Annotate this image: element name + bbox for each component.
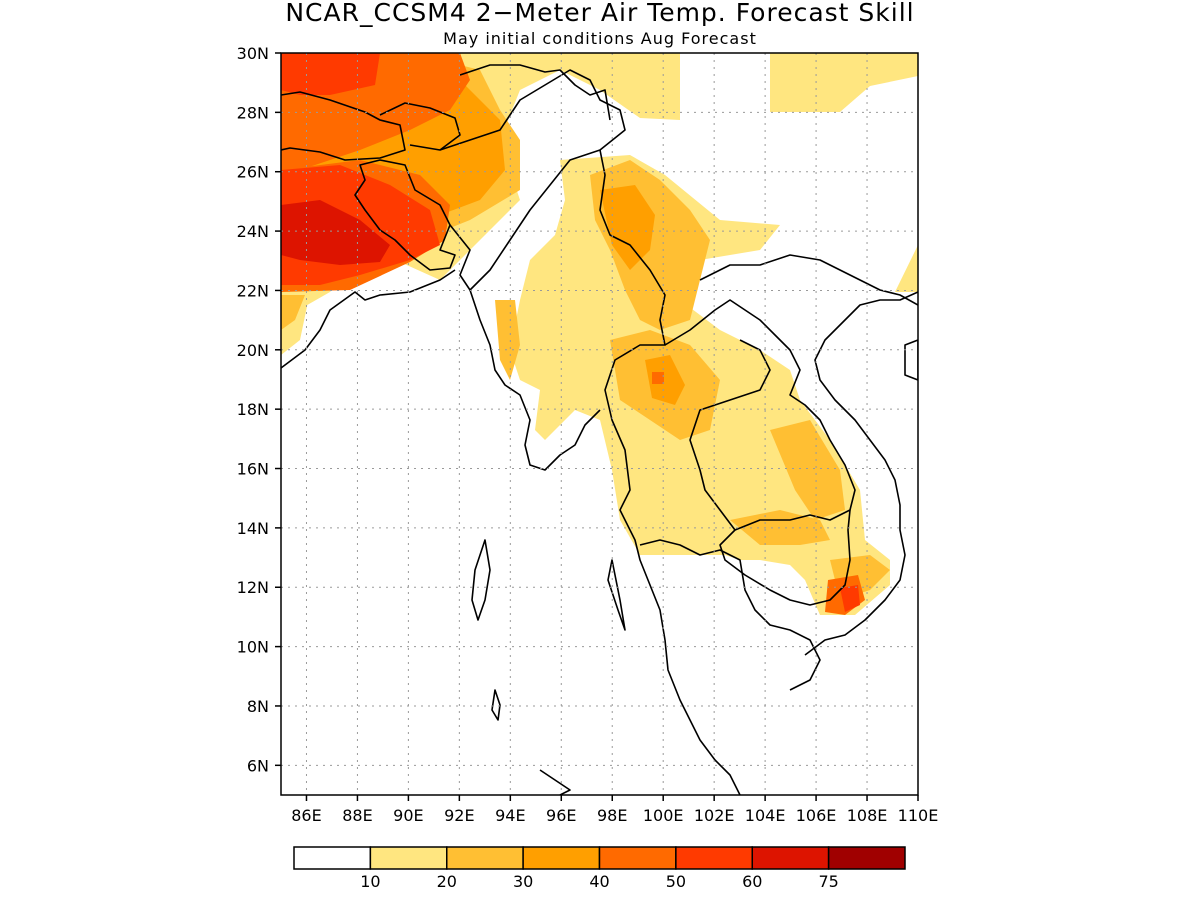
legend-swatch-2 — [446, 846, 524, 870]
india-west-coast — [281, 269, 456, 369]
cambodia-border — [719, 509, 851, 606]
myanmar-thai-border — [599, 149, 666, 641]
lat-tick-28N: 28N — [237, 103, 269, 122]
fill-west-orange — [281, 295, 305, 330]
nicobar-islands — [491, 689, 501, 721]
lat-tick-10N: 10N — [237, 638, 269, 657]
lat-tick-20N: 20N — [237, 341, 269, 360]
axis-ticks — [275, 52, 919, 801]
legend-label-10: 10 — [360, 872, 380, 891]
fill-laos-orange — [770, 420, 845, 520]
china-vietnam-border — [699, 254, 918, 306]
land-outline-layer — [281, 64, 918, 795]
lon-tick-106E: 106E — [796, 806, 837, 825]
nepal-border — [281, 91, 406, 161]
lat-tick-6N: 6N — [247, 756, 269, 775]
china-north-border — [459, 64, 611, 121]
longitude-axis: 86E 88E 90E 92E 94E 96E 98E 100E 102E 10… — [291, 806, 938, 825]
lat-tick-24N: 24N — [237, 222, 269, 241]
map-subtitle: May initial conditions Aug Forecast — [443, 29, 757, 48]
lat-tick-12N: 12N — [237, 578, 269, 597]
phuket-islands — [607, 559, 626, 631]
bangladesh-border — [354, 159, 456, 271]
myanmar-west-coast — [469, 289, 601, 471]
fill-myanmar-deep-orange — [600, 185, 655, 270]
lon-tick-96E: 96E — [546, 806, 576, 825]
fill-ne-yellow — [770, 53, 918, 112]
lon-tick-110E: 110E — [898, 806, 939, 825]
lon-tick-100E: 100E — [643, 806, 684, 825]
thai-coast — [664, 639, 741, 795]
fill-vietnam-red — [840, 585, 860, 612]
fill-east-edge-yellow — [895, 245, 918, 292]
fill-ne-yellow-2 — [640, 53, 680, 115]
lon-tick-90E: 90E — [393, 806, 423, 825]
legend-label-20: 20 — [437, 872, 457, 891]
lat-tick-16N: 16N — [237, 460, 269, 479]
fill-northwest-red — [281, 53, 380, 95]
map-frame — [280, 52, 919, 796]
map-title: NCAR_CCSM4 2−Meter Air Temp. Forecast Sk… — [285, 0, 915, 27]
lat-tick-22N: 22N — [237, 281, 269, 300]
lon-tick-88E: 88E — [342, 806, 372, 825]
lon-tick-108E: 108E — [847, 806, 888, 825]
color-legend-labels: 10 20 30 40 50 60 75 — [360, 872, 839, 891]
legend-swatch-1 — [369, 846, 448, 870]
vietnam-coast — [804, 291, 918, 656]
legend-label-60: 60 — [742, 872, 762, 891]
gulf-thailand-coast — [639, 539, 821, 691]
andaman-islands — [471, 539, 491, 621]
lat-tick-18N: 18N — [237, 400, 269, 419]
lat-tick-30N: 30N — [237, 44, 269, 63]
legend-swatch-3 — [522, 846, 601, 870]
lon-tick-94E: 94E — [495, 806, 525, 825]
fill-core-dark-red — [281, 200, 390, 265]
lon-tick-92E: 92E — [444, 806, 474, 825]
legend-swatch-4 — [598, 846, 677, 870]
fill-river-orange — [495, 300, 520, 380]
hainan-island — [904, 339, 918, 381]
color-legend — [293, 846, 906, 870]
lat-tick-8N: 8N — [247, 697, 269, 716]
legend-label-75: 75 — [818, 872, 838, 891]
fill-thai-red-orange — [652, 372, 664, 384]
lon-tick-102E: 102E — [694, 806, 735, 825]
lon-tick-86E: 86E — [291, 806, 321, 825]
laos-border — [664, 299, 856, 531]
legend-swatch-0 — [293, 846, 372, 870]
map-gridlines — [281, 53, 918, 795]
fill-thai-deep-orange — [645, 355, 685, 405]
latitude-axis: 6N 8N 10N 12N 14N 16N 18N 20N 22N 24N 26… — [237, 44, 269, 775]
legend-swatch-6 — [751, 846, 830, 870]
legend-label-30: 30 — [513, 872, 533, 891]
legend-swatch-7 — [827, 846, 906, 870]
legend-label-40: 40 — [589, 872, 609, 891]
lat-tick-14N: 14N — [237, 519, 269, 538]
skill-fill-layer — [281, 53, 918, 615]
legend-label-50: 50 — [666, 872, 686, 891]
malay-peninsula-tip — [539, 769, 571, 795]
legend-swatch-5 — [675, 846, 753, 870]
lon-tick-98E: 98E — [597, 806, 627, 825]
lat-tick-26N: 26N — [237, 163, 269, 182]
lon-tick-104E: 104E — [745, 806, 786, 825]
assam-border — [439, 69, 626, 291]
